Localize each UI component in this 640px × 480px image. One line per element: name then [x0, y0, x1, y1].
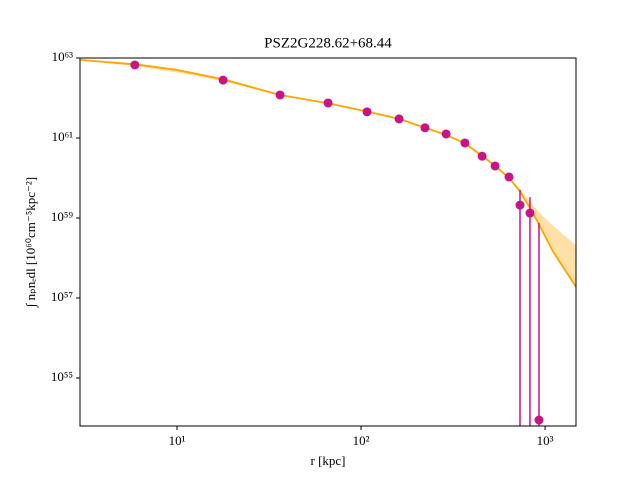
data-point — [534, 415, 544, 425]
data-point — [460, 138, 470, 148]
data-point — [218, 75, 228, 85]
data-point — [323, 98, 333, 108]
model-line — [80, 59, 576, 288]
model-band — [80, 59, 576, 287]
x-axis-label: r [kpc] — [310, 453, 345, 468]
plot-area — [80, 59, 576, 426]
data-point — [515, 200, 525, 210]
x-tick-label: 10¹ — [169, 433, 186, 448]
data-point — [130, 60, 140, 70]
data-point — [362, 107, 372, 117]
data-point — [394, 114, 404, 124]
axes-frame — [79, 57, 577, 427]
x-tick-label: 10² — [353, 433, 370, 448]
y-tick-label: 10⁵⁵ — [51, 369, 73, 384]
chart-title: PSZ2G228.62+68.44 — [264, 35, 392, 51]
data-point — [525, 208, 535, 218]
data-point — [504, 172, 514, 182]
y-tick-label: 10⁶³ — [52, 49, 74, 64]
x-tick-label: 10³ — [537, 433, 554, 448]
y-axis-label: ∫ nₚnₑdl [10⁶⁰cm⁻⁵kpc⁻²] — [23, 177, 39, 308]
data-point — [275, 90, 285, 100]
data-point — [490, 161, 500, 171]
data-point — [441, 129, 451, 139]
y-tick-label: 10⁶¹ — [52, 129, 74, 144]
data-point — [420, 123, 430, 133]
y-tick-label: 10⁵⁷ — [51, 289, 73, 304]
y-tick-label: 10⁵⁹ — [51, 209, 74, 224]
data-point — [477, 151, 487, 161]
